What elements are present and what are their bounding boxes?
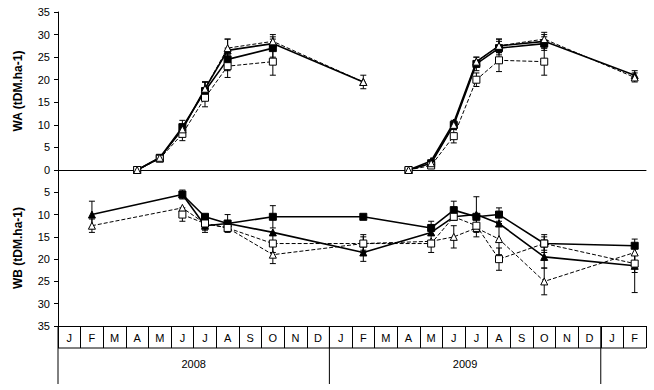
svg-text:2009: 2009 — [453, 358, 477, 370]
svg-text:25: 25 — [38, 51, 50, 63]
svg-text:J: J — [451, 332, 457, 344]
svg-text:A: A — [224, 332, 232, 344]
svg-text:35: 35 — [38, 320, 50, 332]
svg-text:S: S — [518, 332, 525, 344]
svg-text:J: J — [67, 332, 73, 344]
svg-text:WB (tDM.ha-1): WB (tDM.ha-1) — [11, 207, 25, 289]
svg-text:D: D — [314, 332, 322, 344]
svg-text:M: M — [381, 332, 390, 344]
svg-text:WA (tDM.ha-1): WA (tDM.ha-1) — [11, 51, 25, 132]
svg-text:15: 15 — [38, 96, 50, 108]
svg-text:10: 10 — [38, 209, 50, 221]
svg-text:5: 5 — [44, 141, 50, 153]
svg-text:J: J — [609, 332, 615, 344]
svg-text:J: J — [474, 332, 480, 344]
svg-text:10: 10 — [38, 119, 50, 131]
svg-text:O: O — [540, 332, 549, 344]
svg-text:2008: 2008 — [181, 358, 205, 370]
svg-text:A: A — [405, 332, 413, 344]
svg-text:F: F — [89, 332, 96, 344]
svg-text:J: J — [338, 332, 344, 344]
svg-text:0: 0 — [44, 164, 50, 176]
svg-text:O: O — [269, 332, 278, 344]
svg-text:20: 20 — [38, 74, 50, 86]
svg-text:J: J — [202, 332, 208, 344]
svg-text:15: 15 — [38, 231, 50, 243]
svg-text:F: F — [631, 332, 638, 344]
svg-text:F: F — [360, 332, 367, 344]
svg-text:30: 30 — [38, 298, 50, 310]
svg-text:M: M — [110, 332, 119, 344]
svg-text:20: 20 — [38, 253, 50, 265]
svg-text:N: N — [291, 332, 299, 344]
svg-text:S: S — [247, 332, 254, 344]
svg-text:35: 35 — [38, 6, 50, 18]
svg-text:25: 25 — [38, 275, 50, 287]
svg-text:D: D — [585, 332, 593, 344]
svg-text:30: 30 — [38, 29, 50, 41]
svg-text:N: N — [563, 332, 571, 344]
svg-text:M: M — [427, 332, 436, 344]
svg-text:J: J — [180, 332, 186, 344]
svg-text:A: A — [495, 332, 503, 344]
svg-text:M: M — [155, 332, 164, 344]
svg-text:5: 5 — [44, 186, 50, 198]
svg-text:A: A — [133, 332, 141, 344]
